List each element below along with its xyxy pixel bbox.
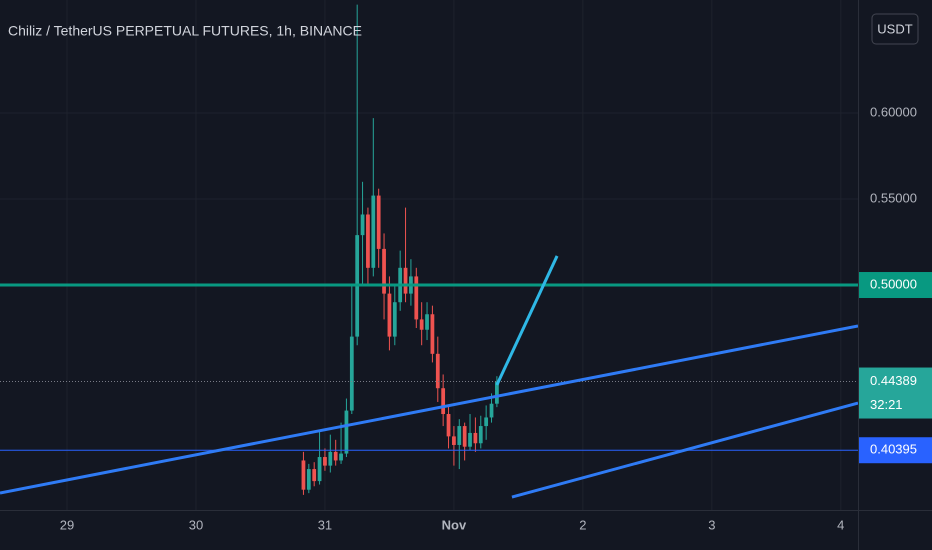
candle-body xyxy=(301,460,306,490)
candle-body xyxy=(473,432,478,444)
candle-body xyxy=(478,426,483,444)
candle-body xyxy=(484,417,489,427)
x-tick-label: 3 xyxy=(708,517,715,532)
last-price-box xyxy=(859,367,932,419)
candle-body xyxy=(366,214,370,268)
trend-line xyxy=(511,401,858,499)
candle-body xyxy=(360,214,365,236)
candle-body xyxy=(414,276,419,320)
candle-body xyxy=(446,414,451,437)
x-tick-label: 2 xyxy=(579,517,586,532)
last-price-label: 0.44389 xyxy=(870,373,917,388)
candle-body xyxy=(435,353,440,389)
y-tick-label: 0.60000 xyxy=(870,104,917,119)
candle-body xyxy=(462,426,467,447)
candle-body xyxy=(430,314,435,354)
candle-body xyxy=(376,195,381,249)
x-tick-label: 29 xyxy=(60,517,74,532)
candle-body xyxy=(312,469,317,482)
candle-body xyxy=(495,381,499,404)
candle-body xyxy=(306,469,311,490)
candle-body xyxy=(344,410,349,454)
candle-body xyxy=(323,457,327,466)
price-label: 0.40395 xyxy=(870,442,917,457)
x-tick-label: Nov xyxy=(442,517,467,532)
y-tick-label: 0.55000 xyxy=(870,190,917,205)
candle-body xyxy=(425,314,429,330)
chart-title: Chiliz / TetherUS PERPETUAL FUTURES, 1h,… xyxy=(8,23,362,39)
candle-body xyxy=(333,451,338,461)
candle-body xyxy=(489,403,494,418)
candle-body xyxy=(371,195,376,268)
candle-body xyxy=(392,302,397,337)
candle-body xyxy=(457,426,462,445)
countdown-label: 32:21 xyxy=(870,397,903,412)
x-tick-label: 4 xyxy=(837,517,844,532)
trend-line xyxy=(495,255,559,386)
candle-body xyxy=(387,293,392,337)
price-label-box xyxy=(859,437,932,464)
price-label-box xyxy=(859,272,932,299)
candle-body xyxy=(441,388,446,415)
currency-button[interactable] xyxy=(871,13,919,45)
candle-body xyxy=(328,451,333,466)
overlay: 0.55000 0.60000 29 30 31 Nov 2 3 4 0.50000 0.40395… xyxy=(60,104,932,532)
candle-body xyxy=(317,457,322,482)
candle-body xyxy=(403,267,408,294)
candle-body xyxy=(339,453,343,461)
plot-area xyxy=(0,0,858,510)
candle-body xyxy=(468,432,472,447)
candle-body xyxy=(452,436,456,445)
candle-body xyxy=(419,319,424,330)
trend-line xyxy=(0,324,858,495)
x-tick-label: 31 xyxy=(318,517,332,532)
x-tick-label: 30 xyxy=(189,517,203,532)
price-label: 0.50000 xyxy=(870,276,917,291)
candle-body xyxy=(382,248,386,294)
currency-label[interactable]: USDT xyxy=(877,21,912,36)
candle-body xyxy=(349,336,354,411)
